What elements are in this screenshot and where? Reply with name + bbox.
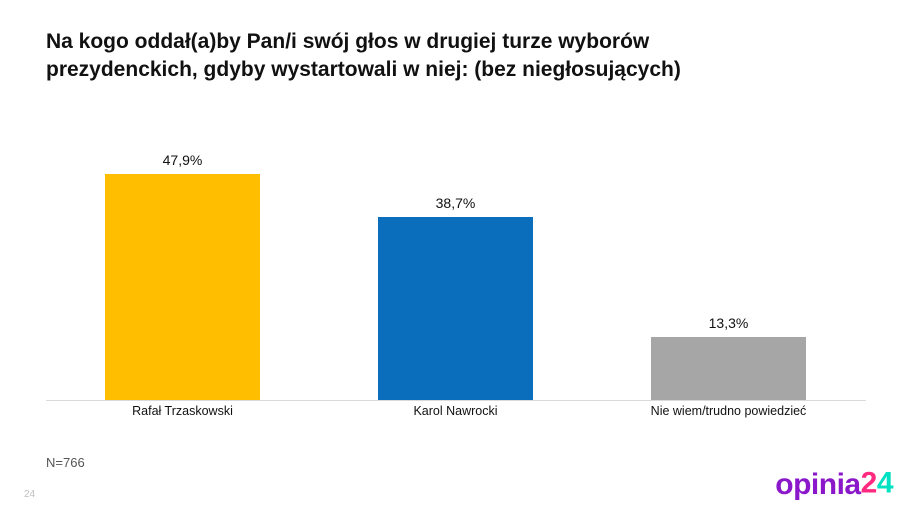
bar-chart: 47,9% 38,7% 13,3% Rafał Trzaskowski Karo… bbox=[46, 140, 866, 430]
page-number: 24 bbox=[24, 489, 35, 500]
bar-rect-0 bbox=[105, 174, 260, 400]
brand-logo: opinia24 bbox=[775, 468, 893, 502]
logo-number: 24 bbox=[861, 467, 893, 501]
bar-group-0: 47,9% bbox=[46, 152, 319, 400]
logo-digit-4: 4 bbox=[877, 467, 893, 500]
plot-area: 47,9% 38,7% 13,3% bbox=[46, 140, 866, 401]
bar-group-2: 13,3% bbox=[592, 315, 865, 400]
bar-group-1: 38,7% bbox=[319, 195, 592, 400]
bar-value-label: 47,9% bbox=[163, 152, 203, 168]
logo-text: opinia bbox=[775, 468, 860, 501]
logo-digit-2: 2 bbox=[861, 467, 877, 500]
x-axis-labels: Rafał Trzaskowski Karol Nawrocki Nie wie… bbox=[46, 404, 866, 428]
chart-title: Na kogo oddał(a)by Pan/i swój głos w dru… bbox=[46, 28, 766, 85]
bar-value-label: 13,3% bbox=[709, 315, 749, 331]
sample-size: N=766 bbox=[46, 455, 85, 470]
x-axis-label: Karol Nawrocki bbox=[319, 404, 592, 418]
bar-rect-1 bbox=[378, 217, 533, 400]
x-axis-label: Rafał Trzaskowski bbox=[46, 404, 319, 418]
bar-value-label: 38,7% bbox=[436, 195, 476, 211]
x-axis-label: Nie wiem/trudno powiedzieć bbox=[592, 404, 865, 418]
bar-rect-2 bbox=[651, 337, 806, 400]
